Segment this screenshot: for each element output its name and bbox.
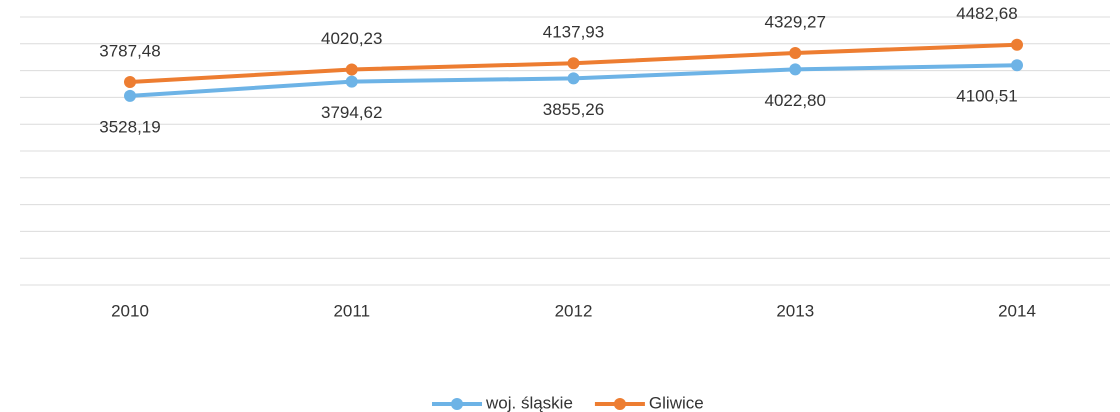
legend-label: woj. śląskie (485, 393, 573, 412)
data-point (1011, 59, 1023, 72)
x-tick-label: 2011 (333, 301, 370, 320)
data-point (567, 57, 580, 70)
x-tick-label: 2013 (776, 301, 814, 320)
data-label: 3794,62 (321, 103, 382, 122)
data-point (124, 89, 136, 102)
legend-marker (613, 398, 626, 410)
data-point (1011, 38, 1023, 51)
x-tick-label: 2014 (998, 301, 1036, 320)
data-label: 4020,23 (321, 29, 382, 48)
data-point (124, 75, 136, 88)
legend-marker (451, 398, 463, 410)
data-label: 4482,68 (956, 4, 1017, 23)
data-label: 3855,26 (543, 100, 604, 119)
data-point (345, 63, 358, 76)
legend-label: Gliwice (649, 393, 704, 412)
data-point (789, 46, 802, 59)
data-label: 3787,48 (99, 41, 160, 60)
x-tick-label: 2010 (111, 301, 149, 320)
data-label: 4100,51 (956, 87, 1017, 106)
data-label: 4329,27 (765, 12, 826, 31)
data-point (789, 63, 802, 76)
data-label: 4137,93 (543, 23, 604, 42)
x-tick-label: 2012 (555, 301, 593, 320)
data-point (567, 72, 580, 85)
data-label: 4022,80 (765, 91, 826, 110)
data-label: 3528,19 (99, 117, 160, 136)
data-point (345, 75, 358, 88)
